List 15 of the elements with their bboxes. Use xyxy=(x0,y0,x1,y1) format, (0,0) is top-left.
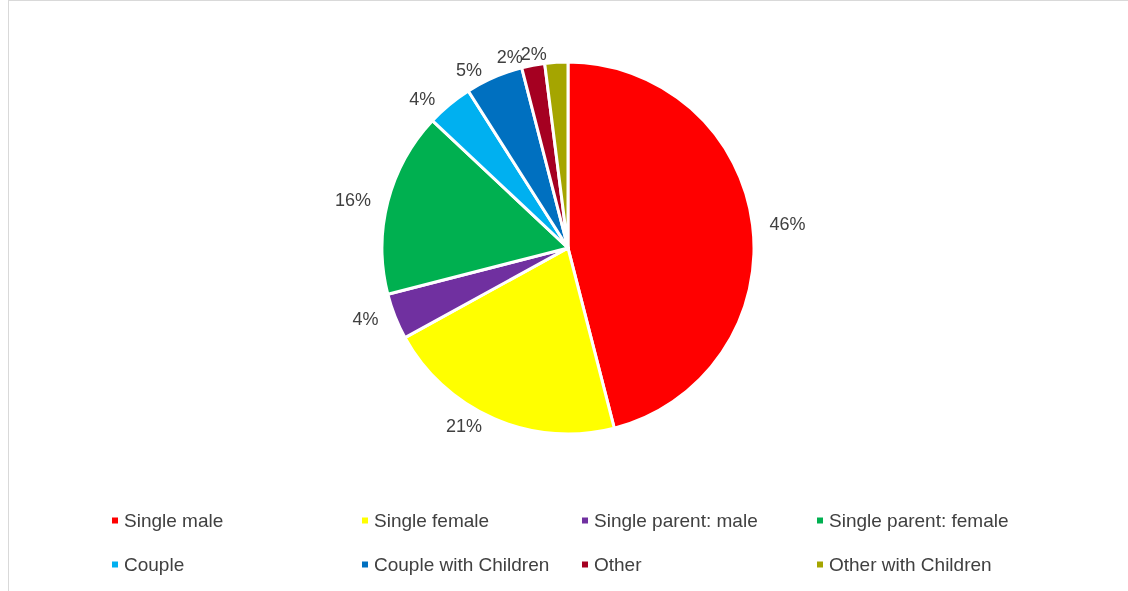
data-label: 16% xyxy=(335,189,372,210)
legend-label: Single male xyxy=(124,510,224,531)
legend-label: Single parent: female xyxy=(829,510,1009,531)
data-label: 46% xyxy=(769,213,806,234)
data-label: 21% xyxy=(445,416,482,437)
legend-label: Other xyxy=(594,554,643,575)
data-label: 2% xyxy=(496,47,523,68)
legend-label: Single parent: male xyxy=(594,510,758,531)
legend-label: Couple xyxy=(124,554,185,575)
data-label: 5% xyxy=(455,59,482,80)
legend-label: Other with Children xyxy=(829,554,992,575)
data-label: 4% xyxy=(409,88,436,109)
legend-label: Couple with Children xyxy=(374,554,550,575)
legend-label: Single female xyxy=(374,510,490,531)
data-label: 4% xyxy=(352,309,379,330)
